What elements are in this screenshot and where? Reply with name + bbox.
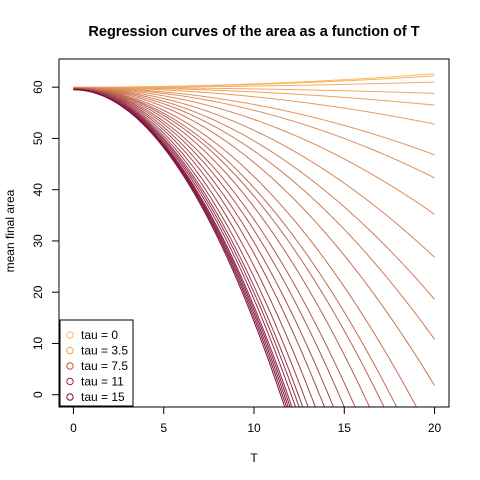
series-line	[73, 73, 435, 88]
series-line	[73, 87, 435, 340]
legend-label: tau = 7.5	[81, 359, 128, 373]
series-line	[73, 88, 347, 408]
series-line	[73, 88, 372, 408]
series-line	[73, 88, 336, 408]
series-line	[73, 87, 435, 386]
series-line	[73, 87, 435, 156]
series-line	[73, 87, 435, 300]
series-line	[73, 87, 386, 408]
legend-marker	[66, 331, 74, 339]
legend-marker	[66, 393, 74, 401]
chart-title: Regression curves of the area as a funct…	[88, 24, 419, 40]
y-tick-label: 20	[31, 285, 45, 299]
legend-label: tau = 15	[81, 390, 125, 404]
legend-marker	[66, 377, 74, 386]
legend-label: tau = 0	[81, 328, 118, 342]
series-line	[73, 87, 435, 258]
series-line	[73, 87, 435, 106]
x-axis-label: T	[250, 451, 258, 465]
y-tick-label: 10	[31, 336, 45, 350]
series-line	[73, 88, 318, 408]
legend-marker	[66, 346, 74, 355]
y-tick-label: 50	[31, 131, 45, 145]
x-tick-label: 15	[338, 421, 352, 435]
series-line	[73, 87, 399, 408]
series-line	[73, 87, 419, 408]
legend-label: tau = 3.5	[81, 344, 128, 358]
y-tick-label: 60	[31, 80, 45, 94]
y-axis: 0 10 20 30 40 50 60	[31, 80, 60, 398]
series-line	[73, 87, 435, 215]
x-tick-label: 5	[160, 421, 167, 435]
y-axis-label: mean final area	[3, 189, 17, 272]
series-line	[73, 88, 327, 408]
legend-label: tau = 11	[81, 375, 124, 389]
series-line	[73, 88, 357, 408]
series-line	[73, 87, 435, 125]
series-curves	[73, 73, 435, 408]
series-line	[73, 89, 286, 408]
x-axis: 0 5 10 15 20	[70, 406, 442, 435]
legend-marker	[66, 362, 74, 370]
y-tick-label: 30	[31, 234, 45, 248]
series-line	[73, 87, 435, 179]
y-tick-label: 40	[31, 183, 45, 197]
legend-box	[59, 319, 134, 407]
x-tick-label: 10	[247, 421, 261, 435]
x-tick-label: 0	[70, 421, 77, 435]
x-tick-label: 20	[428, 421, 442, 435]
y-tick-label: 0	[31, 391, 45, 398]
